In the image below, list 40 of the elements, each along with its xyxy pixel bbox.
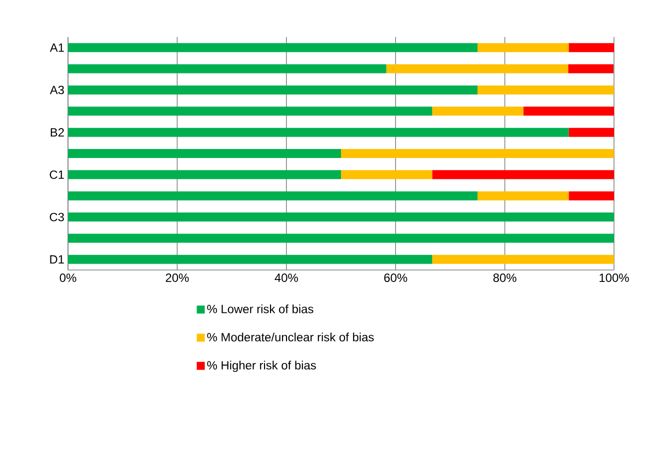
bar <box>523 106 614 116</box>
bar <box>68 106 432 116</box>
bar <box>341 149 614 158</box>
bar <box>568 191 614 200</box>
bar <box>68 85 478 94</box>
bar <box>386 64 568 74</box>
bar <box>432 106 524 116</box>
legend-label: % Moderate/unclear risk of bias <box>207 332 374 342</box>
x-tick-label: 100% <box>600 274 629 282</box>
bar <box>341 170 432 180</box>
bar <box>568 43 614 52</box>
bar <box>68 191 478 200</box>
x-tick-label: 0% <box>60 274 76 282</box>
x-tick-label: 20% <box>166 274 189 282</box>
bar <box>68 43 478 52</box>
y-tick-label: A1 <box>50 43 64 52</box>
bar <box>68 170 342 180</box>
legend-label: % Higher risk of bias <box>207 360 316 372</box>
y-tick-label: A3 <box>50 86 64 94</box>
y-tick-label: C1 <box>50 170 64 179</box>
bar <box>478 43 569 52</box>
legend-label: % Lower risk of bias <box>207 304 314 314</box>
bar <box>478 85 614 94</box>
x-tick-label: 80% <box>493 274 516 282</box>
bar <box>478 191 569 200</box>
y-tick-label: C3 <box>50 212 64 222</box>
bar <box>432 170 614 180</box>
bar <box>68 128 569 137</box>
x-tick-label: 40% <box>274 274 298 282</box>
bar <box>68 64 386 74</box>
bar <box>68 212 614 222</box>
bar <box>68 254 432 264</box>
x-tick-label: 60% <box>384 274 408 282</box>
bar <box>568 64 614 74</box>
y-tick-label: B2 <box>50 128 64 136</box>
bar <box>68 149 342 158</box>
y-tick-label: D1 <box>50 255 64 264</box>
bar <box>568 128 614 137</box>
bar <box>68 234 614 243</box>
bar <box>432 254 614 264</box>
